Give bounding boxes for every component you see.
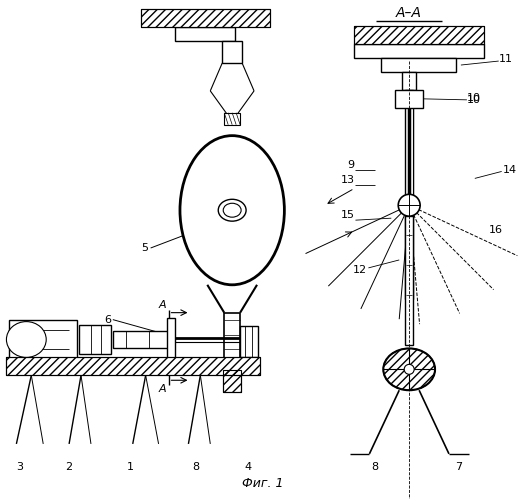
Text: А: А <box>159 384 166 394</box>
Text: 10: 10 <box>467 93 481 103</box>
Bar <box>176 27 235 41</box>
Text: 3: 3 <box>16 462 23 472</box>
Text: 8: 8 <box>371 462 378 472</box>
Bar <box>355 26 484 44</box>
Bar <box>402 72 416 90</box>
Bar <box>6 358 260 376</box>
Ellipse shape <box>223 204 241 217</box>
Bar <box>223 370 241 392</box>
Ellipse shape <box>6 322 46 358</box>
Ellipse shape <box>218 200 246 221</box>
Ellipse shape <box>180 136 285 285</box>
Text: 5: 5 <box>141 243 149 253</box>
Ellipse shape <box>404 364 414 374</box>
Bar <box>355 44 484 58</box>
Text: 2: 2 <box>66 462 73 472</box>
Text: 13: 13 <box>340 176 355 186</box>
Text: А: А <box>159 300 166 310</box>
Text: 9: 9 <box>347 160 355 170</box>
Bar <box>79 324 111 354</box>
Bar <box>9 320 77 360</box>
Bar <box>222 41 242 63</box>
Text: 16: 16 <box>489 225 503 235</box>
Text: 6: 6 <box>104 314 111 324</box>
Text: 11: 11 <box>499 54 513 64</box>
Bar <box>408 90 413 298</box>
Bar <box>381 58 456 72</box>
Ellipse shape <box>398 194 420 216</box>
Bar <box>140 10 270 27</box>
Ellipse shape <box>383 348 435 390</box>
Bar <box>240 326 258 358</box>
Text: 8: 8 <box>192 462 199 472</box>
Bar <box>395 90 423 108</box>
Bar <box>224 113 240 124</box>
Text: 15: 15 <box>340 210 355 220</box>
Bar <box>405 90 413 298</box>
Text: 12: 12 <box>353 265 368 275</box>
Text: 7: 7 <box>456 462 462 472</box>
Text: 1: 1 <box>127 462 134 472</box>
Bar <box>140 10 270 27</box>
Bar <box>224 312 240 372</box>
Text: 14: 14 <box>503 166 517 175</box>
Bar <box>223 370 241 392</box>
Text: 10: 10 <box>467 95 481 105</box>
Text: 4: 4 <box>245 462 251 472</box>
Text: Фиг. 1: Фиг. 1 <box>242 477 284 490</box>
Bar <box>167 318 176 360</box>
Bar <box>355 26 484 44</box>
Text: А–А: А–А <box>396 6 422 20</box>
Bar <box>405 216 413 346</box>
Bar <box>6 358 260 376</box>
Bar <box>113 330 168 348</box>
